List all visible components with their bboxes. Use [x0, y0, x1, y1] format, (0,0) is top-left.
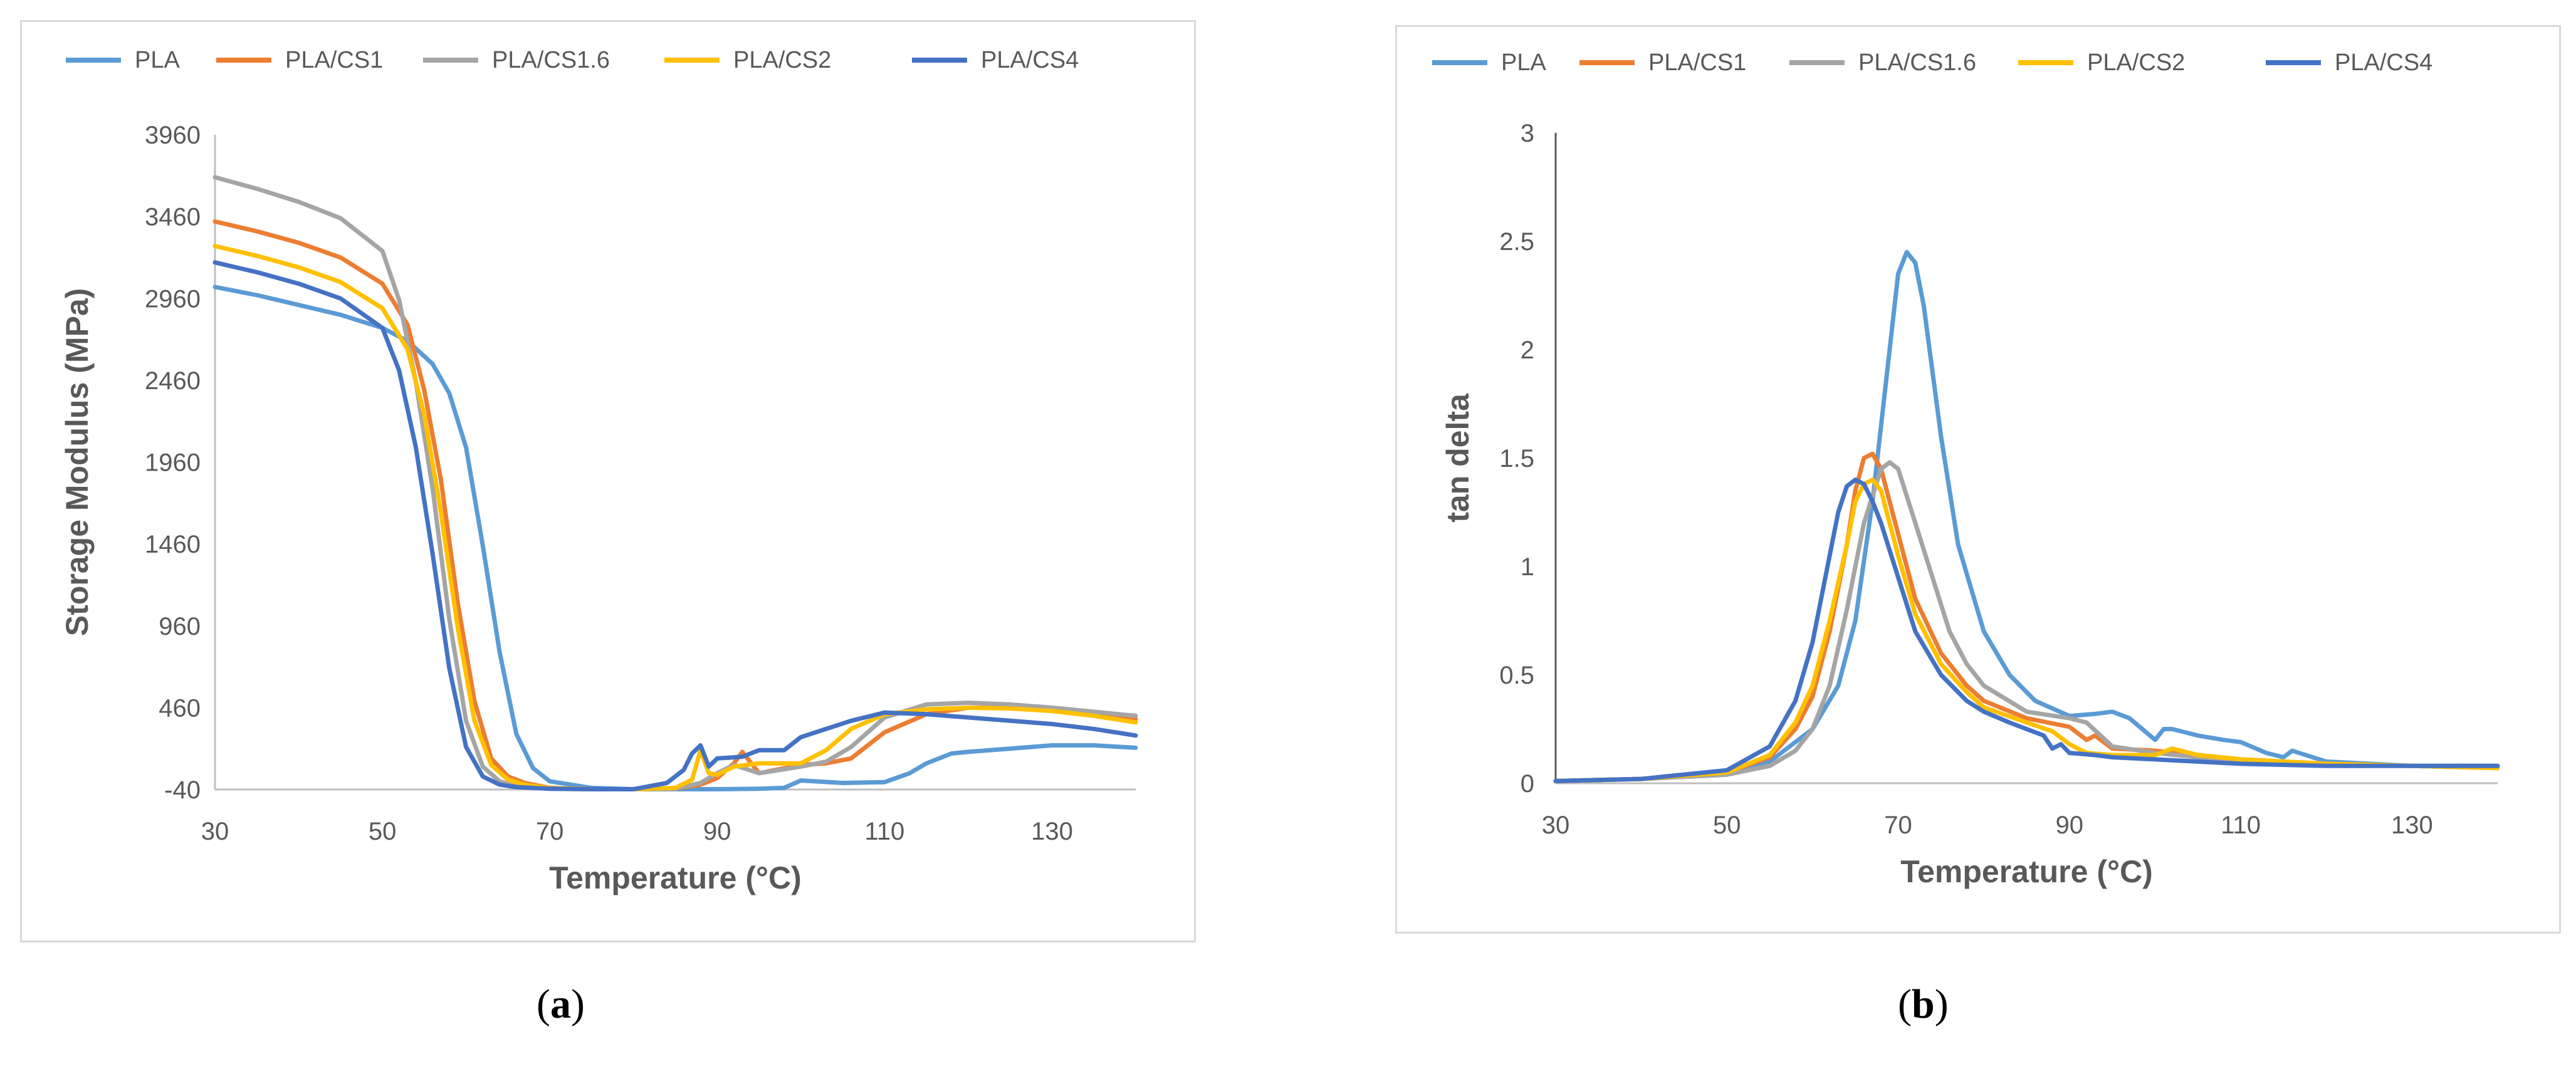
panel-label-a-letter: a: [550, 981, 571, 1027]
chart-a-y-tick-label: 2460: [145, 367, 201, 395]
chart-b-legend-label: PLA/CS4: [2335, 50, 2432, 76]
chart-b-x-tick-label: 70: [1884, 811, 1912, 839]
chart-a-y-tick-label: -40: [164, 776, 201, 804]
chart-a-legend-label: PLA/CS1: [285, 47, 383, 73]
chart-b-legend-label: PLA/CS2: [2087, 50, 2185, 76]
chart-a-x-tick-label: 110: [864, 818, 904, 845]
chart-b-x-tick-label: 30: [1542, 811, 1570, 839]
chart-a-legend-label: PLA/CS4: [981, 47, 1079, 73]
chart-b-x-tick-label: 50: [1713, 811, 1741, 839]
chart-b-x-tick-label: 110: [2221, 811, 2261, 839]
chart-a-y-tick-label: 1960: [145, 449, 201, 477]
chart-b-series-line-pla-cs1-6: [1553, 460, 2500, 783]
chart-a-x-tick-label: 30: [201, 818, 229, 845]
chart-a-y-tick-label: 460: [159, 694, 201, 722]
chart-a-x-tick-label: 50: [369, 818, 397, 845]
chart-b-y-axis-title: tan delta: [1440, 393, 1475, 523]
chart-a-series-line-pla-cs2: [212, 244, 1138, 791]
chart-b-series-line-pla-cs2: [1553, 477, 2500, 783]
chart-a-series-line-pla: [212, 284, 1138, 791]
chart-b-y-tick-label: 0.5: [1499, 662, 1534, 689]
chart-a-x-tick-label: 130: [1031, 818, 1073, 845]
chart-a-series-line-pla-cs1-6: [212, 175, 1138, 791]
chart-b-series-line-pla-cs4: [1553, 477, 2500, 783]
chart-b-series-line-pla-cs1: [1553, 451, 2500, 783]
chart-a-legend-label: PLA: [135, 47, 180, 73]
chart-a-y-tick-label: 2960: [145, 285, 201, 313]
chart-b-x-tick-label: 130: [2391, 811, 2433, 839]
chart-a-series-line-pla-cs4: [212, 260, 1138, 791]
chart-b-legend-label: PLA/CS1.6: [1858, 50, 1976, 76]
chart-a-x-tick-label: 90: [703, 818, 731, 845]
chart-a-y-tick-label: 3460: [145, 204, 201, 231]
chart-b-y-tick-label: 0: [1521, 770, 1534, 798]
chart-b-y-tick-label: 1.5: [1499, 445, 1534, 472]
panel-label-b: (b): [1898, 981, 1949, 1027]
chart-a-y-axis-title: Storage Modulus (MPa): [60, 288, 95, 637]
chart-b-series-line-pla: [1553, 249, 2500, 783]
chart-a-legend-label: PLA/CS2: [733, 47, 831, 73]
chart-a-x-axis-title: Temperature (°C): [549, 860, 801, 895]
chart-a-legend-label: PLA/CS1.6: [492, 47, 610, 73]
chart-a-y-tick-label: 960: [159, 613, 201, 640]
chart-b-legend-label: PLA: [1501, 50, 1546, 76]
chart-a-x-tick-label: 70: [536, 818, 564, 845]
chart-b-legend-label: PLA/CS1: [1648, 50, 1746, 76]
chart-b-y-tick-label: 2.5: [1499, 228, 1534, 256]
panel-label-b-letter: b: [1911, 981, 1935, 1027]
chart-b-y-tick-label: 3: [1521, 120, 1534, 147]
chart-b-x-axis-title: Temperature (°C): [1900, 854, 2152, 889]
chart-b-y-tick-label: 2: [1521, 336, 1534, 364]
chart-b-x-tick-label: 90: [2056, 811, 2084, 839]
chart-a-y-tick-label: 3960: [145, 122, 201, 149]
panel-label-a: (a): [537, 981, 585, 1027]
chart-a-y-tick-label: 1460: [145, 531, 201, 558]
chart-b-y-tick-label: 1: [1521, 553, 1534, 581]
